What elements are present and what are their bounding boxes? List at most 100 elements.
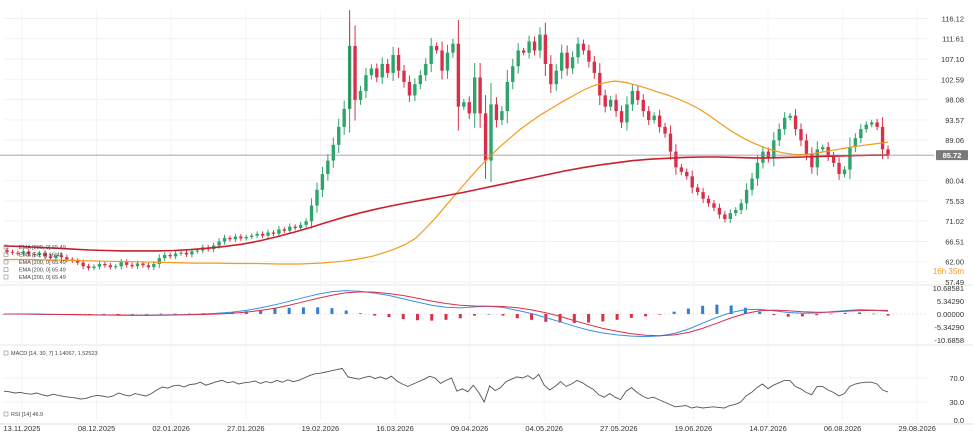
candle-body [744,189,749,204]
date-tick-label: 08.12.2025 [78,424,116,433]
candle-body [233,236,238,240]
macd-histogram-bar [187,313,191,315]
legend-entry: EMA [200, 0] 65.49 [19,260,66,266]
candle-body [560,52,564,71]
candle-body [804,140,809,154]
macd-histogram-bar [815,314,819,316]
candle-body [157,258,161,264]
candle-body [549,63,553,85]
candle-body [445,52,450,71]
candle-body [739,203,743,211]
candle-body [657,115,662,127]
candle-body [695,187,700,193]
candle-body [114,266,118,268]
price-tick-label: 111.61 [942,35,964,44]
candle-body [663,126,667,134]
candle-body [402,70,406,82]
price-tick-label: 102.59 [941,75,964,84]
last-price-label: 85.72 [943,151,962,160]
macd-histogram-bar [872,313,876,315]
macd-histogram-bar [644,314,648,317]
candle-body [630,90,635,105]
candle-body [777,129,781,141]
macd-settings-icon [3,350,9,356]
ema-200-line [3,154,889,252]
candle-body [54,255,58,259]
macd-histogram-bar [159,313,163,315]
candle-body [222,237,227,242]
macd-histogram-bar [629,314,633,318]
candle-body [859,129,863,139]
date-tick-label: 04.05.2026 [525,424,563,433]
candle-body [217,241,221,246]
candle-body [239,236,243,239]
candle-body [592,61,597,73]
macd-histogram-bar [430,314,434,321]
candle-body [380,63,384,78]
candle-body [647,111,651,121]
candle-body [831,156,836,163]
candle-body [886,149,890,156]
candle-body [668,133,673,152]
candle-body [462,102,466,107]
candle-body [440,50,444,71]
candle-body [690,176,694,188]
price-tick-label: 116.12 [942,14,964,23]
rsi-tick-label: 0.0 [954,416,964,425]
candle-body [59,255,64,258]
candle-body [772,140,776,159]
candle-body [880,126,885,150]
macd-histogram-bar [672,311,676,315]
candle-body [434,45,439,51]
legend-entry: EMA [200, 0] 65.49 [19,275,66,281]
macd-histogram-bar [358,313,362,314]
macd-histogram-bar [558,314,562,323]
candle-body [358,90,363,100]
candle-body [135,263,140,267]
candle-body [554,70,558,85]
candle-body [320,174,325,190]
candle-body [369,68,374,76]
candle-body [734,210,738,214]
price-tick-label: 98.08 [945,96,964,105]
rsi-tick-label: 70.0 [949,374,964,383]
candle-body [304,221,308,225]
candle-body [429,45,433,64]
date-tick-label: 06.08.2026 [824,424,862,433]
macd-histogram-bar [273,308,277,315]
price-tick-label: 71.02 [945,217,964,226]
candle-body [581,43,586,51]
candle-body [260,233,265,236]
candle-body [76,260,80,263]
candle-body [364,75,368,91]
ema-50-line [299,80,889,265]
candle-body [869,122,874,125]
candle-body [608,99,613,107]
legend-settings-icon [3,267,9,272]
macd-tick-label: -5.34290 [934,323,964,332]
candle-body [119,262,123,267]
candle-body [413,84,417,96]
candle-body [451,43,455,53]
macd-histogram-bar [515,314,519,319]
candle-body [282,229,287,231]
macd-tick-label: 0.00000 [937,310,964,319]
rsi-settings-icon [3,411,9,417]
candle-body [837,162,841,175]
candle-body [27,251,31,255]
candle-body [788,115,792,118]
candle-timer-label: 16h 35m [933,267,964,276]
legend-entry: EMA [50, 0] 66.48 [19,253,63,259]
candle-body [527,41,531,53]
candle-body [65,257,69,260]
rsi-tick-label: 30.0 [949,398,964,407]
candle-body [179,252,183,254]
candle-body [810,153,814,168]
macd-histogram-bar [715,304,719,314]
candle-body [706,198,711,204]
candle-body [391,54,395,73]
legend-settings-icon [3,274,9,280]
macd-histogram-bar [116,314,120,315]
price-tick-label: 75.53 [945,197,964,206]
